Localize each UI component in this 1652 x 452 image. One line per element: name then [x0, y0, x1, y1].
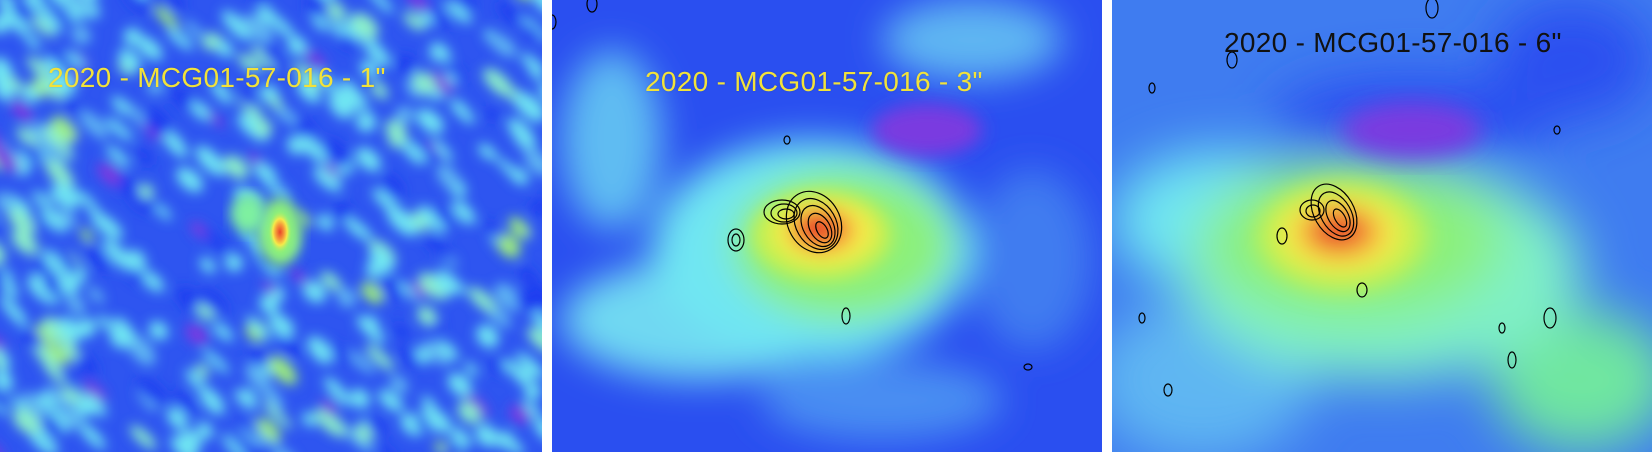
source-secondary: [230, 194, 266, 234]
source-emission: [752, 190, 892, 280]
panel-label: 2020 - MCG01-57-016 - 1": [48, 62, 386, 94]
panel-label: 2020 - MCG01-57-016 - 6": [1224, 27, 1562, 59]
panel-6arcsec: 2020 - MCG01-57-016 - 6": [1112, 0, 1652, 452]
panel-1arcsec: 2020 - MCG01-57-016 - 1": [0, 0, 542, 452]
source-peak: [268, 210, 292, 254]
panel-label: 2020 - MCG01-57-016 - 3": [645, 66, 983, 98]
negative-hole: [1342, 102, 1482, 158]
panel-3arcsec: 2020 - MCG01-57-016 - 3": [552, 0, 1102, 452]
negative-hole: [872, 104, 982, 156]
radio-map-6arcsec: [1112, 0, 1652, 452]
